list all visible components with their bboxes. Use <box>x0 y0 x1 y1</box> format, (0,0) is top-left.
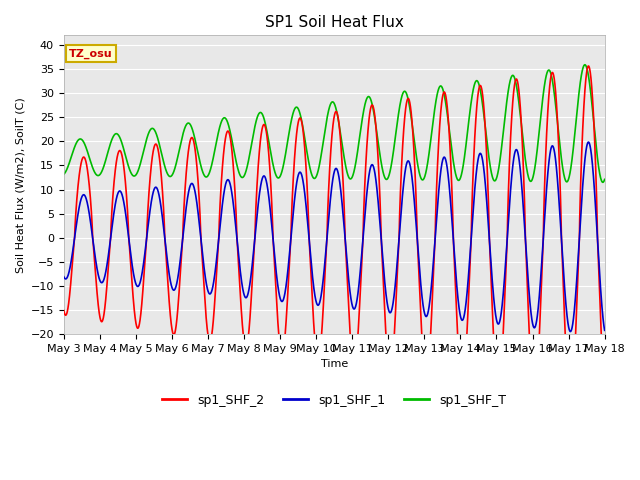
sp1_SHF_1 <box>584 139 592 145</box>
sp1_SHF_1 <box>186 186 193 192</box>
sp1_SHF_2 <box>191 146 199 152</box>
sp1_SHF_1 <box>302 204 310 209</box>
sp1_SHF_1 <box>188 180 196 186</box>
sp1_SHF_2 <box>566 403 574 409</box>
sp1_SHF_2 <box>601 400 609 406</box>
sp1_SHF_1 <box>596 284 604 290</box>
sp1_SHF_2 <box>596 315 604 321</box>
sp1_SHF_1 <box>191 189 199 194</box>
Title: SP1 Soil Heat Flux: SP1 Soil Heat Flux <box>265 15 404 30</box>
sp1_SHF_2 <box>60 308 68 313</box>
sp1_SHF_2 <box>264 139 271 144</box>
Line: sp1_SHF_1: sp1_SHF_1 <box>64 142 605 332</box>
sp1_SHF_T <box>596 174 604 180</box>
sp1_SHF_2 <box>585 63 593 69</box>
sp1_SHF_2 <box>186 142 193 147</box>
sp1_SHF_1 <box>264 185 271 191</box>
sp1_SHF_1 <box>566 329 574 335</box>
sp1_SHF_T <box>186 120 193 126</box>
sp1_SHF_T <box>188 126 196 132</box>
sp1_SHF_T <box>581 62 589 68</box>
sp1_SHF_T <box>302 144 310 150</box>
Line: sp1_SHF_T: sp1_SHF_T <box>64 65 605 182</box>
Legend: sp1_SHF_2, sp1_SHF_1, sp1_SHF_T: sp1_SHF_2, sp1_SHF_1, sp1_SHF_T <box>157 389 511 411</box>
sp1_SHF_T <box>264 132 271 138</box>
sp1_SHF_T <box>191 137 199 143</box>
sp1_SHF_T <box>599 180 607 185</box>
sp1_SHF_2 <box>188 135 196 141</box>
sp1_SHF_T <box>601 177 609 182</box>
sp1_SHF_1 <box>60 274 68 280</box>
sp1_SHF_T <box>60 171 68 177</box>
Line: sp1_SHF_2: sp1_SHF_2 <box>64 66 605 406</box>
X-axis label: Time: Time <box>321 360 348 370</box>
Text: TZ_osu: TZ_osu <box>69 48 113 59</box>
Y-axis label: Soil Heat Flux (W/m2), SoilT (C): Soil Heat Flux (W/m2), SoilT (C) <box>15 97 25 273</box>
sp1_SHF_2 <box>302 166 310 171</box>
sp1_SHF_1 <box>601 327 609 333</box>
